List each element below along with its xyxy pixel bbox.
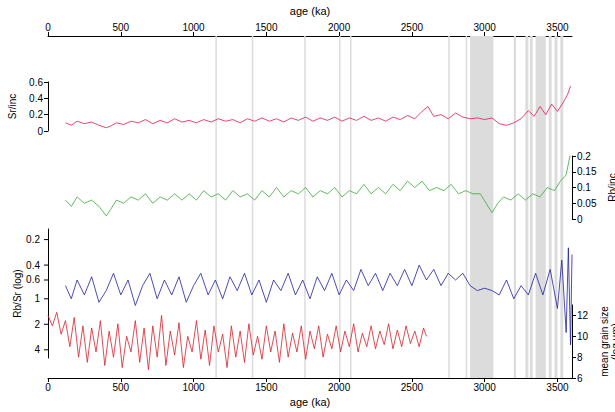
svg-text:4: 4 [34,344,40,355]
svg-text:1500: 1500 [255,22,278,33]
svg-text:0.2: 0.2 [29,109,43,120]
svg-text:0.6: 0.6 [26,274,40,285]
svg-text:2000: 2000 [328,382,351,393]
svg-text:3000: 3000 [474,382,497,393]
svg-text:500: 500 [112,22,129,33]
svg-text:3000: 3000 [474,22,497,33]
svg-text:2000: 2000 [328,22,351,33]
svg-text:3500: 3500 [546,22,569,33]
svg-text:0.6: 0.6 [29,77,43,88]
svg-text:2500: 2500 [401,382,424,393]
svg-text:Rb/Sr (log): Rb/Sr (log) [12,269,23,317]
svg-text:6: 6 [577,373,583,384]
svg-text:age (ka): age (ka) [290,5,330,17]
svg-text:0.2: 0.2 [26,234,40,245]
svg-text:age (ka): age (ka) [290,396,330,408]
svg-text:12: 12 [577,310,589,321]
svg-text:0.1: 0.1 [577,182,591,193]
svg-text:1000: 1000 [182,382,205,393]
svg-text:Rb/inc: Rb/inc [607,173,615,201]
svg-text:0: 0 [577,214,583,225]
svg-text:0.15: 0.15 [577,166,597,177]
svg-text:3500: 3500 [546,382,569,393]
svg-text:0.2: 0.2 [577,151,591,162]
svg-text:(log µm): (log µm) [610,323,615,360]
svg-text:0: 0 [37,126,43,137]
svg-text:500: 500 [112,382,129,393]
svg-text:10: 10 [577,331,589,342]
svg-text:2500: 2500 [401,22,424,33]
svg-text:1500: 1500 [255,382,278,393]
svg-text:1000: 1000 [182,22,205,33]
svg-text:0.4: 0.4 [26,260,40,271]
svg-text:0: 0 [45,22,51,33]
svg-text:0: 0 [45,382,51,393]
svg-text:0.4: 0.4 [29,93,43,104]
svg-text:2: 2 [34,319,40,330]
svg-text:mean grain size: mean grain size [599,306,610,377]
svg-text:0.05: 0.05 [577,198,597,209]
svg-text:8: 8 [577,352,583,363]
svg-text:Sr/inc: Sr/inc [7,94,18,120]
svg-text:1: 1 [34,293,40,304]
